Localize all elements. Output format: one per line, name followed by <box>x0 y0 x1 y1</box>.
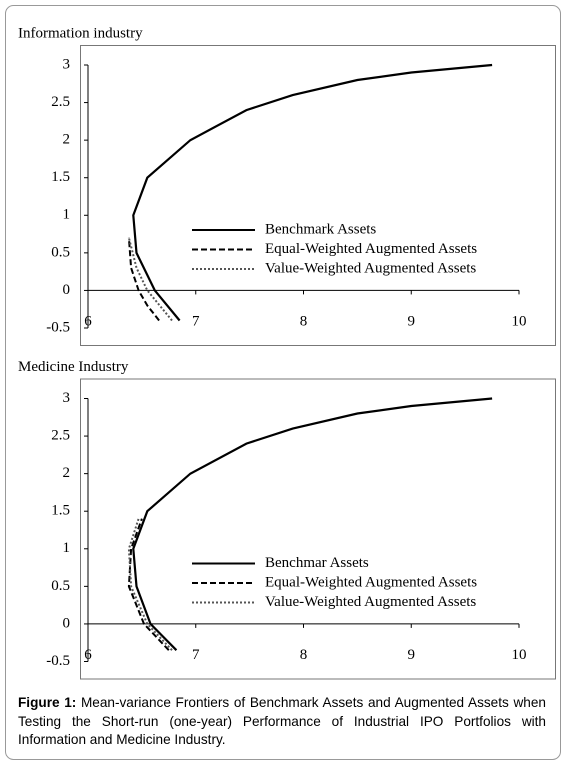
y-tick-label: 2.5 <box>51 428 70 444</box>
x-tick-label: 6 <box>84 313 92 329</box>
series-line <box>132 63 493 322</box>
y-tick-label: 3 <box>63 390 71 406</box>
legend-label: Value-Weighted Augmented Assets <box>265 260 476 276</box>
y-tick-label: 0 <box>63 282 71 298</box>
y-tick-label: 0 <box>63 615 71 631</box>
legend-label: Equal-Weighted Augmented Assets <box>265 241 477 257</box>
series-line <box>127 237 160 322</box>
y-tick-label: 2.5 <box>51 94 70 110</box>
y-tick-label: 0.5 <box>51 578 70 594</box>
y-tick-label: 1.5 <box>51 503 70 519</box>
y-tick-label: 1.5 <box>51 169 70 185</box>
y-tick-label: 1 <box>63 207 71 223</box>
x-tick-label: 10 <box>512 647 527 663</box>
chart-title: Information industry <box>18 25 143 41</box>
y-tick-label: 2 <box>63 132 71 148</box>
legend-label: Value-Weighted Augmented Assets <box>265 594 476 610</box>
x-tick-label: 7 <box>192 313 200 329</box>
x-tick-label: 8 <box>300 647 308 663</box>
x-tick-label: 9 <box>408 313 416 329</box>
plot-frame <box>80 45 556 346</box>
x-tick-label: 10 <box>512 313 527 329</box>
series-line <box>132 397 493 651</box>
y-tick-label: 0.5 <box>51 244 70 260</box>
x-tick-label: 6 <box>84 647 92 663</box>
series-line <box>127 518 173 651</box>
y-tick-label: -0.5 <box>46 653 70 669</box>
x-tick-label: 7 <box>192 647 200 663</box>
y-tick-label: 2 <box>63 465 71 481</box>
y-tick-label: 3 <box>63 56 71 72</box>
chart-title: Medicine Industry <box>18 359 129 375</box>
legend-label: Benchmark Assets <box>265 221 376 237</box>
plot-frame <box>80 378 556 680</box>
caption: Figure 1: Mean-variance Frontiers of Ben… <box>18 694 546 750</box>
legend-label: Benchmar Assets <box>265 555 369 571</box>
legend-label: Equal-Weighted Augmented Assets <box>265 574 477 590</box>
y-tick-label: 1 <box>63 540 71 556</box>
y-tick-label: -0.5 <box>46 319 70 335</box>
caption-text: Mean-variance Frontiers of Benchmark Ass… <box>18 695 546 747</box>
x-tick-label: 8 <box>300 313 308 329</box>
caption-label: Figure 1: <box>18 695 77 710</box>
figure-border <box>5 5 561 760</box>
series-line <box>127 518 170 651</box>
x-tick-label: 9 <box>408 647 416 663</box>
